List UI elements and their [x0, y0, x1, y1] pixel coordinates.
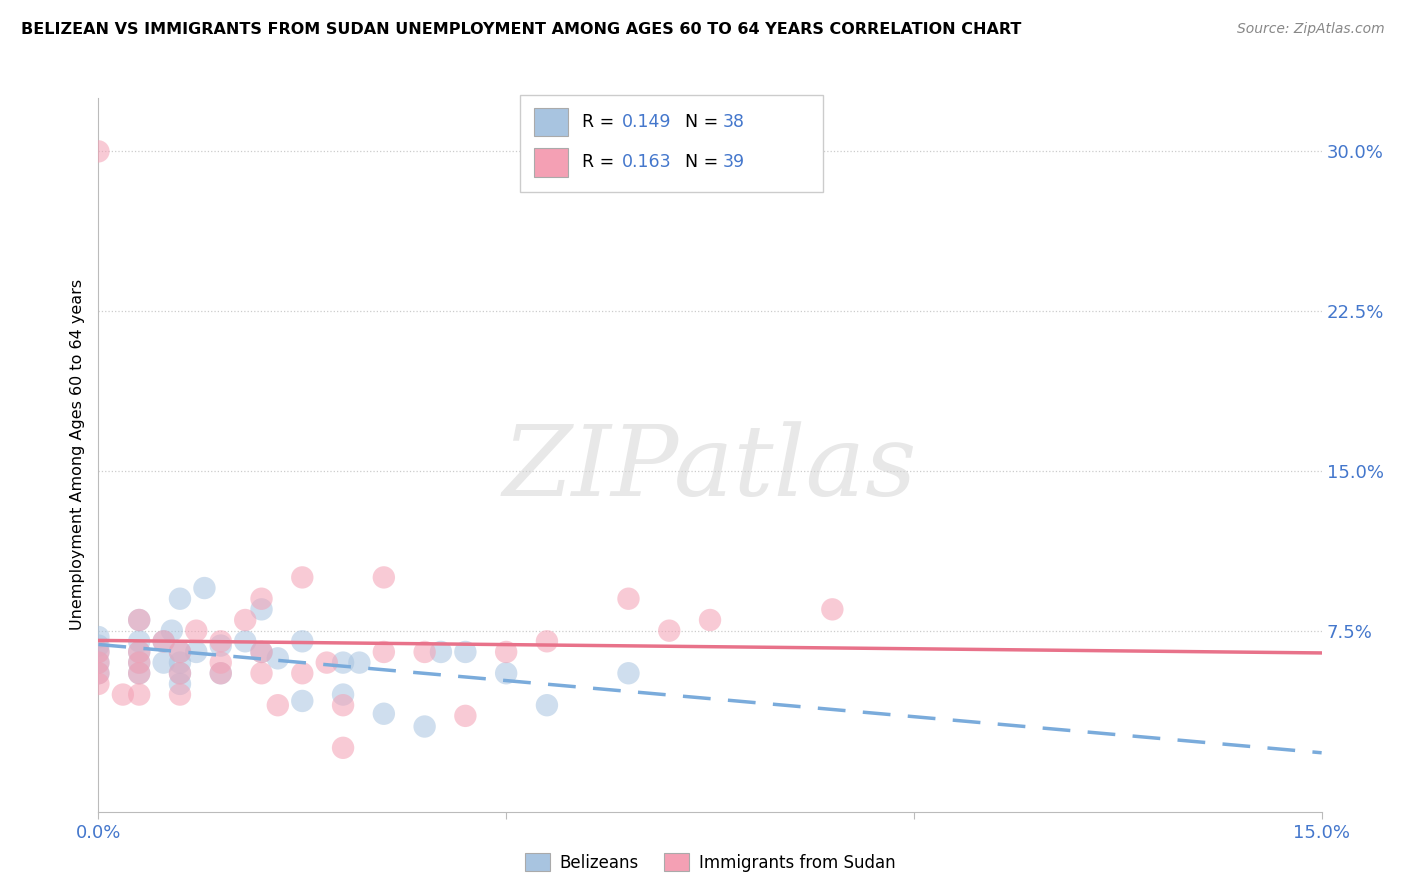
Point: [160, 624, 183, 638]
Point: [454, 645, 477, 659]
Point: [332, 740, 354, 755]
Text: 38: 38: [723, 113, 745, 131]
Point: [169, 688, 191, 702]
Point: [495, 666, 517, 681]
Point: [169, 677, 191, 691]
Point: [250, 645, 273, 659]
Text: 0.149: 0.149: [621, 113, 671, 131]
Point: [617, 591, 640, 606]
Text: ZIPatlas: ZIPatlas: [503, 422, 917, 516]
Point: [128, 666, 150, 681]
Text: R =: R =: [582, 153, 620, 171]
Point: [332, 698, 354, 713]
Point: [430, 645, 453, 659]
Text: BELIZEAN VS IMMIGRANTS FROM SUDAN UNEMPLOYMENT AMONG AGES 60 TO 64 YEARS CORRELA: BELIZEAN VS IMMIGRANTS FROM SUDAN UNEMPL…: [21, 22, 1022, 37]
Point: [152, 634, 174, 648]
Point: [209, 639, 232, 653]
Point: [373, 645, 395, 659]
Point: [454, 709, 477, 723]
Point: [233, 613, 256, 627]
Point: [250, 666, 273, 681]
Point: [87, 656, 110, 670]
Point: [87, 145, 110, 159]
Point: [413, 645, 436, 659]
Point: [186, 624, 208, 638]
Point: [87, 645, 110, 659]
Point: [536, 634, 558, 648]
Point: [291, 666, 314, 681]
Point: [267, 698, 290, 713]
Point: [152, 656, 174, 670]
Point: [315, 656, 337, 670]
Legend: Belizeans, Immigrants from Sudan: Belizeans, Immigrants from Sudan: [517, 847, 903, 879]
Point: [291, 694, 314, 708]
Point: [209, 656, 232, 670]
Point: [87, 645, 110, 659]
Point: [128, 656, 150, 670]
Text: 0.163: 0.163: [621, 153, 671, 171]
Point: [128, 613, 150, 627]
Point: [332, 688, 354, 702]
Point: [209, 634, 232, 648]
Point: [536, 698, 558, 713]
Point: [128, 613, 150, 627]
Point: [495, 645, 517, 659]
Point: [111, 688, 134, 702]
Point: [233, 634, 256, 648]
Point: [87, 666, 110, 681]
Point: [87, 666, 110, 681]
Point: [617, 666, 640, 681]
Text: R =: R =: [582, 113, 620, 131]
Point: [87, 656, 110, 670]
Point: [209, 666, 232, 681]
Point: [169, 666, 191, 681]
Text: N =: N =: [685, 153, 724, 171]
Point: [699, 613, 721, 627]
Point: [128, 645, 150, 659]
Point: [128, 688, 150, 702]
Point: [373, 706, 395, 721]
Point: [250, 591, 273, 606]
Point: [209, 666, 232, 681]
Point: [169, 645, 191, 659]
Point: [87, 630, 110, 644]
Point: [332, 656, 354, 670]
Point: [186, 645, 208, 659]
Point: [349, 656, 371, 670]
Point: [291, 570, 314, 584]
Text: Source: ZipAtlas.com: Source: ZipAtlas.com: [1237, 22, 1385, 37]
Point: [152, 634, 174, 648]
Point: [267, 651, 290, 665]
Point: [128, 634, 150, 648]
Text: N =: N =: [685, 113, 724, 131]
Point: [128, 656, 150, 670]
Point: [128, 666, 150, 681]
Point: [413, 719, 436, 733]
Point: [250, 645, 273, 659]
Point: [169, 645, 191, 659]
Point: [250, 602, 273, 616]
Point: [169, 656, 191, 670]
Point: [169, 591, 191, 606]
Text: 39: 39: [723, 153, 745, 171]
Point: [291, 634, 314, 648]
Point: [373, 570, 395, 584]
Point: [193, 581, 215, 595]
Point: [87, 677, 110, 691]
Point: [169, 666, 191, 681]
Point: [658, 624, 681, 638]
Y-axis label: Unemployment Among Ages 60 to 64 years: Unemployment Among Ages 60 to 64 years: [69, 279, 84, 631]
Point: [128, 645, 150, 659]
Point: [87, 639, 110, 653]
Point: [821, 602, 844, 616]
